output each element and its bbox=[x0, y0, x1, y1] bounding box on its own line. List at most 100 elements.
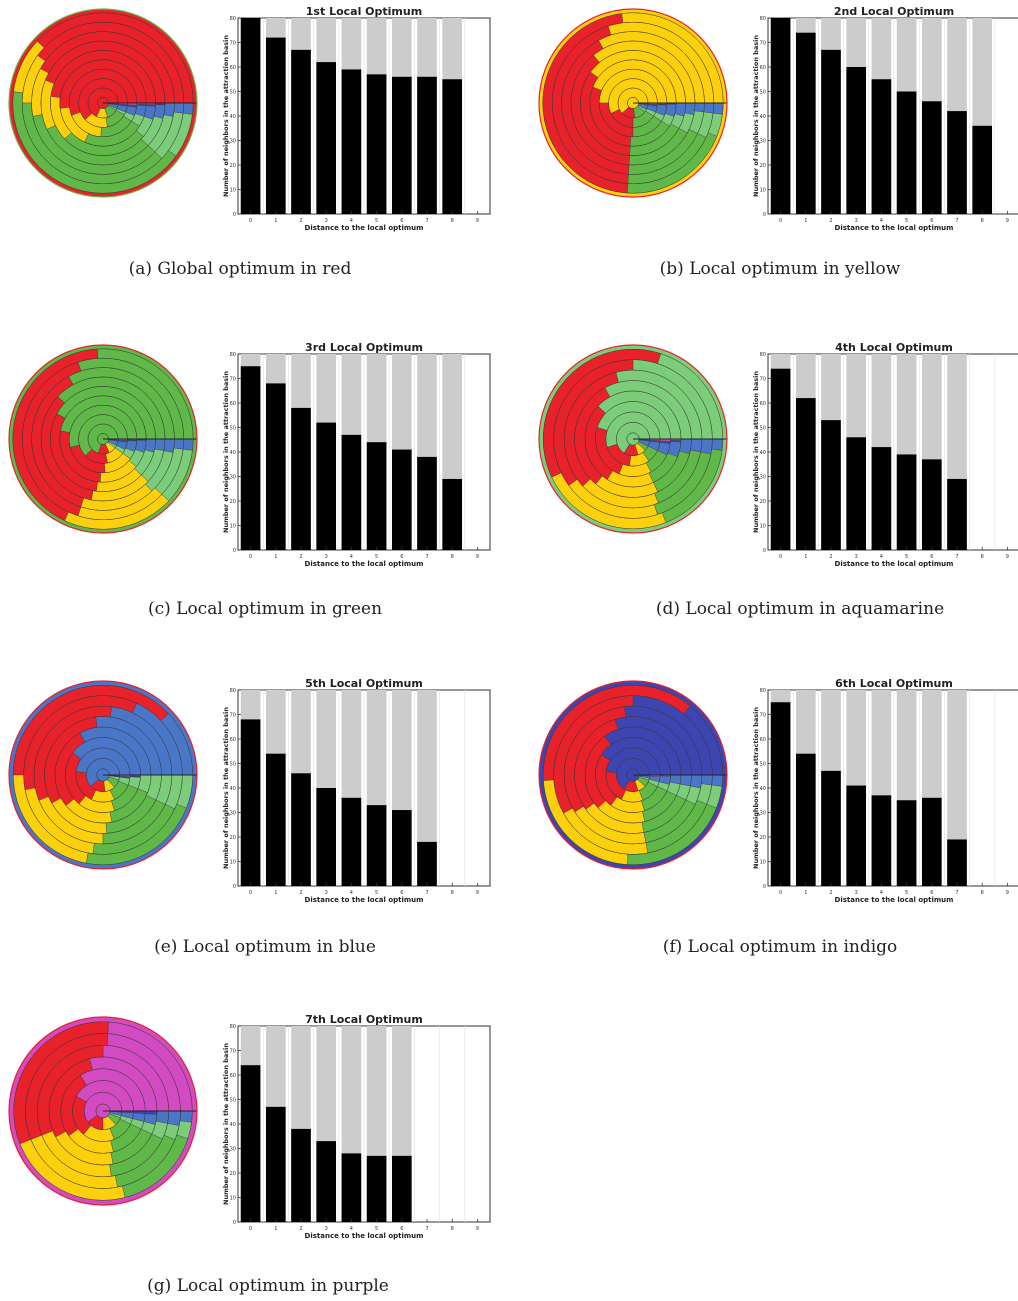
caption-a: (a) Global optimum in red bbox=[128, 259, 352, 279]
x-tick-label: 8 bbox=[981, 554, 984, 560]
y-tick-label: 50 bbox=[230, 1098, 236, 1104]
x-tick-label: 6 bbox=[930, 218, 933, 224]
bar-background bbox=[947, 690, 967, 886]
y-tick-label: 20 bbox=[230, 835, 236, 841]
bar bbox=[265, 383, 286, 550]
x-axis-label: Distance to the local optimum bbox=[835, 224, 954, 232]
x-tick-label: 2 bbox=[829, 218, 832, 224]
y-tick-label: 50 bbox=[230, 762, 236, 768]
y-tick-label: 40 bbox=[230, 450, 236, 456]
bar bbox=[341, 797, 362, 886]
bar-chart-d: 4th Local Optimum 0 1 2 3 4 5 6 7 8 9 0 10 20 30 40 50 60… bbox=[752, 341, 1018, 568]
caption-d: (d) Local optimum in aquamarine bbox=[655, 599, 945, 619]
y-tick-label: 80 bbox=[230, 16, 236, 22]
x-axis-label: Distance to the local optimum bbox=[305, 560, 424, 568]
radial-chart-d bbox=[538, 344, 728, 534]
bar bbox=[770, 702, 791, 886]
y-axis-label: Number of neighbors in the attraction ba… bbox=[222, 371, 230, 533]
x-tick-label: 1 bbox=[274, 218, 277, 224]
bar bbox=[391, 449, 412, 550]
bar bbox=[896, 91, 917, 214]
y-tick-label: 70 bbox=[760, 41, 766, 47]
bar bbox=[291, 773, 311, 886]
bar bbox=[316, 788, 337, 886]
y-tick-label: 60 bbox=[760, 737, 766, 743]
bar bbox=[291, 49, 311, 214]
y-tick-label: 70 bbox=[760, 713, 766, 719]
y-tick-label: 20 bbox=[760, 163, 766, 169]
y-tick-label: 50 bbox=[760, 90, 766, 96]
x-axis-label: Distance to the local optimum bbox=[305, 1232, 424, 1240]
bar bbox=[316, 62, 337, 214]
y-tick-label: 10 bbox=[760, 188, 766, 194]
bar-chart-a: 1st Local Optimum 0 1 2 3 4 5 6 7 8 9 0 10 20 30 40 50 60… bbox=[222, 5, 491, 232]
x-tick-label: 4 bbox=[880, 218, 883, 224]
bar bbox=[871, 79, 892, 214]
chart-title: 5th Local Optimum bbox=[305, 677, 423, 690]
y-tick-label: 50 bbox=[230, 90, 236, 96]
x-tick-label: 6 bbox=[930, 890, 933, 896]
bar bbox=[821, 420, 841, 550]
y-axis-label: Number of neighbors in the attraction ba… bbox=[752, 371, 760, 533]
y-tick-label: 40 bbox=[230, 1122, 236, 1128]
y-tick-label: 0 bbox=[763, 548, 766, 554]
caption-f: (f) Local optimum in indigo bbox=[662, 937, 898, 957]
x-tick-label: 2 bbox=[299, 1226, 302, 1232]
bar bbox=[341, 1153, 362, 1222]
x-tick-label: 5 bbox=[375, 1226, 378, 1232]
bar bbox=[442, 478, 463, 550]
panel-g: 7th Local Optimum 0 1 2 3 4 5 6 7 8 9 0 10 20 30 40 50 60… bbox=[0, 1008, 509, 1301]
y-tick-label: 80 bbox=[230, 1024, 236, 1030]
x-tick-label: 0 bbox=[249, 554, 252, 560]
radial-outline bbox=[8, 1016, 198, 1206]
x-tick-label: 9 bbox=[476, 1226, 479, 1232]
y-tick-label: 0 bbox=[233, 548, 236, 554]
bar bbox=[265, 753, 286, 886]
bar bbox=[921, 101, 942, 214]
y-tick-label: 0 bbox=[763, 884, 766, 890]
bar bbox=[871, 447, 892, 550]
bar bbox=[316, 1141, 337, 1222]
bar bbox=[871, 795, 892, 886]
y-tick-label: 40 bbox=[760, 114, 766, 120]
bar bbox=[821, 770, 841, 886]
y-tick-label: 20 bbox=[230, 1171, 236, 1177]
x-tick-label: 3 bbox=[325, 890, 328, 896]
y-tick-label: 40 bbox=[230, 786, 236, 792]
caption-b: (b) Local optimum in yellow bbox=[659, 259, 901, 279]
x-tick-label: 4 bbox=[350, 554, 353, 560]
x-tick-label: 1 bbox=[804, 554, 807, 560]
bar bbox=[795, 753, 816, 886]
panel-f: 6th Local Optimum 0 1 2 3 4 5 6 7 8 9 0 10 20 30 40 50 60… bbox=[530, 672, 1018, 972]
y-tick-label: 0 bbox=[233, 212, 236, 218]
x-tick-label: 6 bbox=[400, 890, 403, 896]
radial-outline bbox=[538, 344, 728, 534]
y-tick-label: 60 bbox=[230, 1073, 236, 1079]
y-tick-label: 60 bbox=[760, 65, 766, 71]
chart-title: 3rd Local Optimum bbox=[305, 341, 423, 354]
y-tick-label: 40 bbox=[760, 450, 766, 456]
bar bbox=[947, 478, 967, 550]
y-tick-label: 70 bbox=[230, 1049, 236, 1055]
bar bbox=[240, 719, 261, 886]
bar bbox=[240, 366, 261, 550]
bar-chart-c: 3rd Local Optimum 0 1 2 3 4 5 6 7 8 9 0 10 20 30 40 50 60… bbox=[222, 341, 491, 568]
x-tick-label: 3 bbox=[855, 554, 858, 560]
x-tick-label: 5 bbox=[375, 890, 378, 896]
x-tick-label: 7 bbox=[425, 890, 428, 896]
chart-title: 1st Local Optimum bbox=[306, 5, 422, 18]
bar bbox=[972, 125, 993, 214]
x-tick-label: 7 bbox=[425, 218, 428, 224]
y-tick-label: 40 bbox=[760, 786, 766, 792]
x-tick-label: 0 bbox=[249, 890, 252, 896]
bar bbox=[896, 800, 917, 886]
x-axis-label: Distance to the local optimum bbox=[835, 560, 954, 568]
bar bbox=[442, 79, 463, 214]
y-tick-label: 60 bbox=[760, 401, 766, 407]
y-tick-label: 30 bbox=[230, 139, 236, 145]
x-tick-label: 0 bbox=[249, 218, 252, 224]
panel-c: 3rd Local Optimum 0 1 2 3 4 5 6 7 8 9 0 10 20 30 40 50 60… bbox=[0, 336, 509, 636]
y-tick-label: 30 bbox=[760, 475, 766, 481]
x-axis-label: Distance to the local optimum bbox=[305, 224, 424, 232]
chart-title: 6th Local Optimum bbox=[835, 677, 953, 690]
